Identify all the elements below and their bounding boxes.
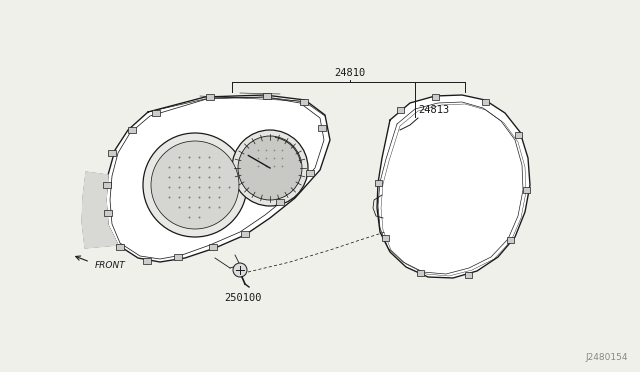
Bar (209, 244, 217, 250)
Text: 24813: 24813 (418, 105, 449, 115)
Bar (417, 270, 424, 276)
Bar (116, 244, 124, 250)
Polygon shape (377, 95, 530, 278)
Bar (300, 99, 308, 105)
Bar (465, 272, 472, 278)
Circle shape (232, 130, 308, 206)
Polygon shape (82, 172, 118, 248)
Bar (143, 258, 151, 264)
Bar (523, 187, 530, 193)
Bar (375, 180, 382, 186)
Text: J2480154: J2480154 (586, 353, 628, 362)
Text: 24810: 24810 (334, 68, 365, 78)
Circle shape (143, 133, 247, 237)
Polygon shape (106, 95, 330, 262)
Bar (104, 210, 112, 216)
Bar (103, 182, 111, 188)
Circle shape (151, 141, 239, 229)
Bar (432, 94, 439, 100)
Bar (306, 170, 314, 176)
Bar (276, 199, 284, 205)
Bar (482, 99, 489, 105)
Bar (318, 125, 326, 131)
Bar (263, 93, 271, 99)
Bar (152, 110, 160, 116)
Bar (382, 235, 389, 241)
Text: 250100: 250100 (224, 293, 262, 303)
Bar (108, 150, 116, 156)
Text: FRONT: FRONT (95, 260, 125, 269)
Circle shape (238, 136, 302, 200)
Bar (174, 254, 182, 260)
Bar (128, 127, 136, 133)
Bar (507, 237, 514, 243)
Bar (206, 94, 214, 100)
Bar (515, 132, 522, 138)
Bar (397, 107, 404, 113)
Circle shape (233, 263, 247, 277)
Bar (241, 231, 249, 237)
